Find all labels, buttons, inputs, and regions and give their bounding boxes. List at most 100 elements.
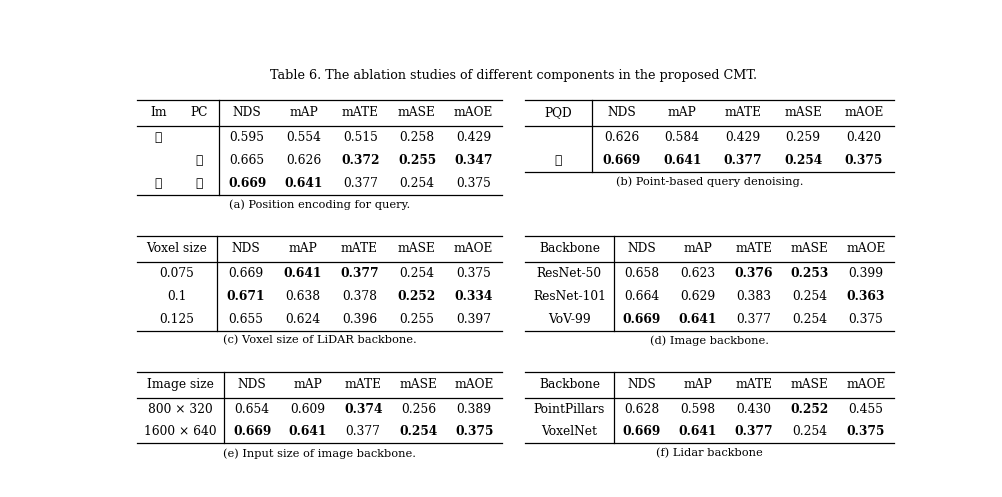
Text: mAOE: mAOE bbox=[454, 242, 493, 255]
Text: 0.252: 0.252 bbox=[791, 403, 829, 415]
Text: 0.429: 0.429 bbox=[725, 131, 761, 144]
Text: (c) Voxel size of LiDAR backbone.: (c) Voxel size of LiDAR backbone. bbox=[222, 335, 416, 346]
Text: 0.641: 0.641 bbox=[678, 425, 717, 438]
Text: 0.376: 0.376 bbox=[734, 267, 774, 280]
Text: 0.665: 0.665 bbox=[229, 154, 265, 167]
Text: (d) Image backbone.: (d) Image backbone. bbox=[650, 335, 770, 346]
Text: 0.641: 0.641 bbox=[289, 425, 327, 438]
Text: 0.595: 0.595 bbox=[229, 131, 265, 144]
Text: 0.259: 0.259 bbox=[786, 131, 821, 144]
Text: mAP: mAP bbox=[290, 106, 319, 119]
Text: 0.669: 0.669 bbox=[602, 154, 641, 167]
Text: 0.626: 0.626 bbox=[287, 154, 322, 167]
Text: 0.252: 0.252 bbox=[398, 290, 436, 303]
Text: 0.624: 0.624 bbox=[285, 313, 321, 326]
Text: 0.255: 0.255 bbox=[399, 313, 434, 326]
Text: mASE: mASE bbox=[791, 242, 829, 255]
Text: 0.377: 0.377 bbox=[736, 313, 772, 326]
Text: 0.671: 0.671 bbox=[226, 290, 265, 303]
Text: 0.254: 0.254 bbox=[793, 313, 828, 326]
Text: NDS: NDS bbox=[627, 378, 656, 391]
Text: mATE: mATE bbox=[342, 106, 379, 119]
Text: 0.397: 0.397 bbox=[456, 313, 491, 326]
Text: 0.609: 0.609 bbox=[291, 403, 326, 415]
Text: ✓: ✓ bbox=[195, 154, 203, 167]
Text: 0.254: 0.254 bbox=[399, 267, 434, 280]
Text: 0.372: 0.372 bbox=[341, 154, 380, 167]
Text: 0.383: 0.383 bbox=[736, 290, 772, 303]
Text: 0.253: 0.253 bbox=[791, 267, 829, 280]
Text: 0.641: 0.641 bbox=[284, 267, 322, 280]
Text: mAOE: mAOE bbox=[847, 378, 886, 391]
Text: VoV-99: VoV-99 bbox=[548, 313, 591, 326]
Text: (a) Position encoding for query.: (a) Position encoding for query. bbox=[228, 199, 410, 210]
Text: 0.584: 0.584 bbox=[664, 131, 699, 144]
Text: NDS: NDS bbox=[237, 378, 267, 391]
Text: 0.430: 0.430 bbox=[736, 403, 772, 415]
Text: 0.254: 0.254 bbox=[400, 177, 435, 190]
Text: 0.254: 0.254 bbox=[793, 425, 828, 438]
Text: 0.658: 0.658 bbox=[624, 267, 659, 280]
Text: 0.641: 0.641 bbox=[285, 177, 323, 190]
Text: mAOE: mAOE bbox=[847, 242, 886, 255]
Text: 0.375: 0.375 bbox=[847, 425, 885, 438]
Text: 0.598: 0.598 bbox=[680, 403, 715, 415]
Text: ✓: ✓ bbox=[555, 154, 562, 167]
Text: 0.629: 0.629 bbox=[680, 290, 715, 303]
Text: 0.378: 0.378 bbox=[342, 290, 377, 303]
Text: 0.258: 0.258 bbox=[400, 131, 435, 144]
Text: 0.374: 0.374 bbox=[344, 403, 383, 415]
Text: (b) Point-based query denoising.: (b) Point-based query denoising. bbox=[616, 176, 804, 187]
Text: 0.254: 0.254 bbox=[793, 290, 828, 303]
Text: 0.377: 0.377 bbox=[734, 425, 774, 438]
Text: mAOE: mAOE bbox=[844, 106, 884, 119]
Text: 0.375: 0.375 bbox=[849, 313, 884, 326]
Text: Backbone: Backbone bbox=[539, 242, 600, 255]
Text: 0.641: 0.641 bbox=[678, 313, 717, 326]
Text: mAOE: mAOE bbox=[454, 106, 493, 119]
Text: mAP: mAP bbox=[683, 242, 712, 255]
Text: 0.075: 0.075 bbox=[159, 267, 194, 280]
Text: 0.334: 0.334 bbox=[454, 290, 493, 303]
Text: PointPillars: PointPillars bbox=[534, 403, 605, 415]
Text: mAP: mAP bbox=[294, 378, 322, 391]
Text: 0.664: 0.664 bbox=[624, 290, 659, 303]
Text: ✓: ✓ bbox=[154, 177, 162, 190]
Text: 0.669: 0.669 bbox=[228, 267, 264, 280]
Text: Backbone: Backbone bbox=[539, 378, 600, 391]
Text: 0.669: 0.669 bbox=[622, 313, 661, 326]
Text: Table 6. The ablation studies of different components in the proposed CMT.: Table 6. The ablation studies of differe… bbox=[270, 69, 758, 82]
Text: VoxelNet: VoxelNet bbox=[541, 425, 597, 438]
Text: ✓: ✓ bbox=[195, 177, 203, 190]
Text: 0.363: 0.363 bbox=[847, 290, 885, 303]
Text: ResNet-50: ResNet-50 bbox=[537, 267, 602, 280]
Text: mATE: mATE bbox=[341, 242, 378, 255]
Text: 0.420: 0.420 bbox=[847, 131, 882, 144]
Text: 0.256: 0.256 bbox=[401, 403, 436, 415]
Text: mASE: mASE bbox=[398, 106, 436, 119]
Text: mAP: mAP bbox=[289, 242, 317, 255]
Text: 0.389: 0.389 bbox=[457, 403, 492, 415]
Text: ✓: ✓ bbox=[154, 131, 162, 144]
Text: NDS: NDS bbox=[232, 106, 262, 119]
Text: 0.623: 0.623 bbox=[680, 267, 715, 280]
Text: mATE: mATE bbox=[345, 378, 382, 391]
Text: 0.375: 0.375 bbox=[455, 425, 493, 438]
Text: 0.669: 0.669 bbox=[228, 177, 267, 190]
Text: Voxel size: Voxel size bbox=[146, 242, 207, 255]
Text: Image size: Image size bbox=[147, 378, 214, 391]
Text: 0.455: 0.455 bbox=[849, 403, 884, 415]
Text: 0.1: 0.1 bbox=[167, 290, 186, 303]
Text: mASE: mASE bbox=[791, 378, 829, 391]
Text: 0.377: 0.377 bbox=[723, 154, 763, 167]
Text: 0.638: 0.638 bbox=[285, 290, 321, 303]
Text: 0.377: 0.377 bbox=[346, 425, 381, 438]
Text: mAP: mAP bbox=[668, 106, 696, 119]
Text: 0.375: 0.375 bbox=[456, 267, 491, 280]
Text: 800 × 320: 800 × 320 bbox=[148, 403, 213, 415]
Text: NDS: NDS bbox=[607, 106, 636, 119]
Text: 0.626: 0.626 bbox=[604, 131, 639, 144]
Text: Im: Im bbox=[150, 106, 166, 119]
Text: 0.347: 0.347 bbox=[454, 154, 493, 167]
Text: 0.254: 0.254 bbox=[785, 154, 823, 167]
